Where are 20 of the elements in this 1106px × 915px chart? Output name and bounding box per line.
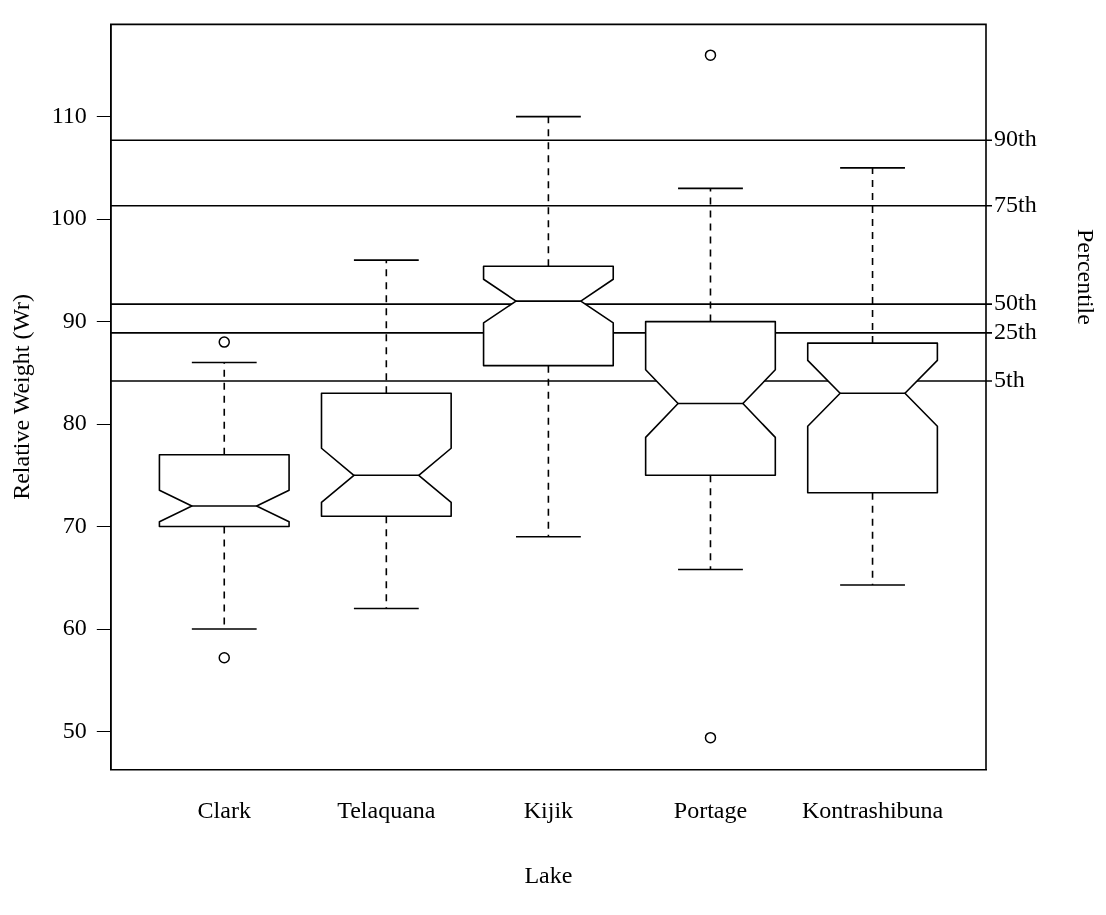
y-tick-label: 100 bbox=[50, 204, 87, 231]
ref-line-label: 5th bbox=[994, 366, 1025, 393]
y-tick-label: 50 bbox=[62, 716, 87, 743]
y-tick-label: 90 bbox=[62, 306, 87, 333]
y-tick-label: 70 bbox=[62, 511, 87, 538]
x-tick-label: Telaquana bbox=[337, 797, 436, 824]
ref-line-label: 90th bbox=[994, 125, 1037, 152]
y-axis-title: Relative Weight (Wr) bbox=[7, 293, 34, 500]
ref-line-label: 75th bbox=[994, 191, 1037, 218]
ref-line-label: 50th bbox=[994, 289, 1037, 316]
y2-axis-title: Percentile bbox=[1072, 228, 1099, 325]
x-tick-label: Kijik bbox=[523, 797, 574, 824]
x-tick-label: Portage bbox=[673, 797, 748, 824]
y-tick-label: 110 bbox=[51, 101, 87, 128]
y-tick-label: 60 bbox=[62, 614, 87, 641]
y-tick-label: 80 bbox=[62, 409, 87, 436]
ref-line-label: 25th bbox=[994, 318, 1037, 345]
x-axis-title: Lake bbox=[524, 861, 573, 888]
x-tick-label: Kontrashibuna bbox=[801, 797, 944, 824]
x-tick-label: Clark bbox=[197, 797, 251, 824]
